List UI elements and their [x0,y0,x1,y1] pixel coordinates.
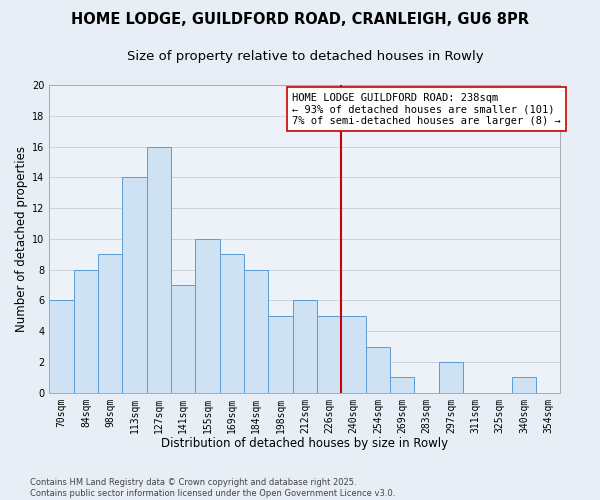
Bar [439,362,463,392]
Bar [293,300,317,392]
Bar [74,270,98,392]
Text: HOME LODGE GUILDFORD ROAD: 238sqm
← 93% of detached houses are smaller (101)
7% : HOME LODGE GUILDFORD ROAD: 238sqm ← 93% … [292,92,561,126]
Bar [171,285,196,393]
X-axis label: Distribution of detached houses by size in Rowly: Distribution of detached houses by size … [161,437,448,450]
Bar [220,254,244,392]
Bar [268,316,293,392]
Text: HOME LODGE, GUILDFORD ROAD, CRANLEIGH, GU6 8PR: HOME LODGE, GUILDFORD ROAD, CRANLEIGH, G… [71,12,529,28]
Bar [512,378,536,392]
Bar [196,239,220,392]
Bar [244,270,268,392]
Bar [49,300,74,392]
Bar [341,316,366,392]
Text: Contains HM Land Registry data © Crown copyright and database right 2025.
Contai: Contains HM Land Registry data © Crown c… [30,478,395,498]
Bar [390,378,415,392]
Bar [147,146,171,392]
Y-axis label: Number of detached properties: Number of detached properties [15,146,28,332]
Bar [98,254,122,392]
Bar [317,316,341,392]
Bar [122,178,147,392]
Bar [366,346,390,393]
Title: Size of property relative to detached houses in Rowly: Size of property relative to detached ho… [127,50,483,63]
